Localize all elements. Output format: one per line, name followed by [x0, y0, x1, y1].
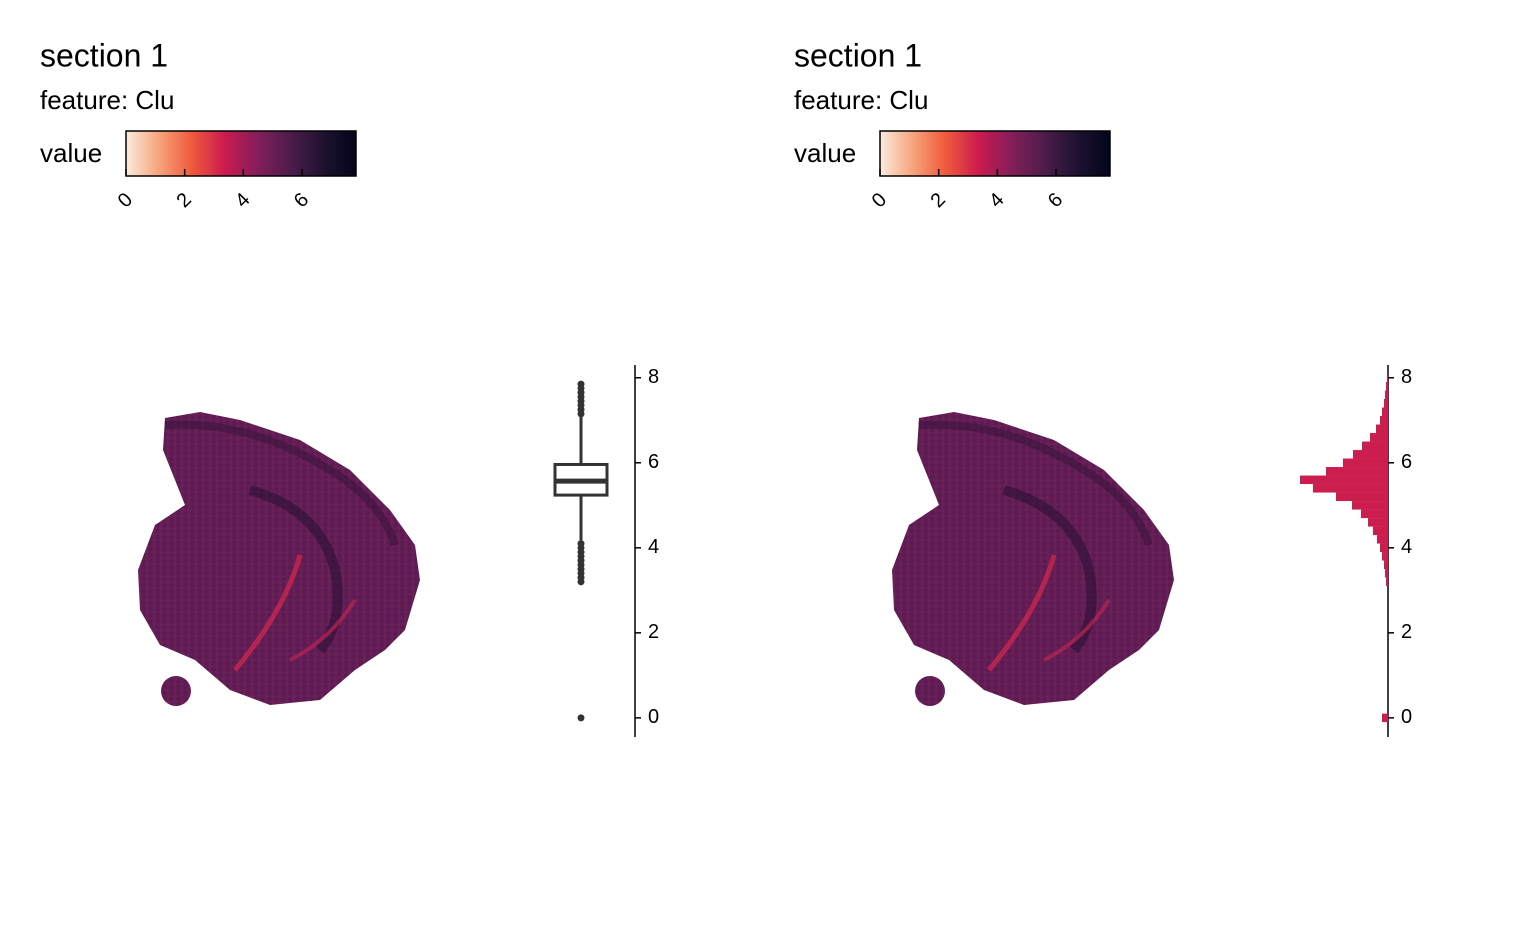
hist-bar — [1313, 484, 1388, 493]
hist-bar — [1300, 475, 1388, 485]
hist-bar — [1382, 713, 1388, 723]
hist-bar — [1362, 441, 1388, 451]
y-tick-label: 4 — [648, 536, 659, 558]
y-tick-label: 8 — [648, 366, 659, 388]
hist-panel: 0 2 4 6 8 — [1300, 365, 1412, 737]
tissue-band — [289, 598, 357, 662]
panel-subtitle: feature: Clu — [40, 85, 174, 115]
hist-bar — [1380, 543, 1388, 553]
legend-title: value — [40, 138, 102, 168]
y-tick-label: 0 — [648, 706, 659, 728]
y-tick-label: 4 — [1401, 536, 1412, 558]
y-tick-label: 0 — [1401, 706, 1412, 728]
colorbar-tick-label: 0 — [868, 189, 891, 212]
hist-bar — [1382, 407, 1388, 417]
spatial-panel: section 1 feature: Clu value 0 2 4 6 — [40, 37, 420, 706]
tissue — [915, 676, 945, 706]
colorbar-tick-label: 0 — [114, 189, 137, 212]
spatial-panel: section 1 feature: Clu value 0 2 4 6 — [794, 37, 1174, 706]
y-tick-label: 6 — [648, 451, 659, 473]
hist-bar — [1377, 535, 1388, 544]
hist-bar — [1343, 458, 1388, 468]
hist-bar — [1384, 399, 1388, 408]
hist-bar — [1376, 424, 1388, 434]
colorbar — [125, 130, 357, 177]
y-tick-label: 2 — [1401, 621, 1412, 643]
outlier — [577, 714, 585, 722]
tissue — [138, 412, 420, 705]
hist-bar — [1386, 577, 1388, 587]
hist-bar — [1384, 560, 1388, 570]
colorbar-tick-label: 4 — [985, 189, 1008, 212]
hist-bar — [1352, 501, 1388, 510]
panel-title: section 1 — [40, 37, 168, 73]
hist-bar — [1387, 373, 1388, 383]
hist-bar — [1326, 467, 1388, 476]
colorbar-tick-label: 6 — [1044, 189, 1067, 212]
hist-bar — [1370, 433, 1388, 442]
tissue-band — [1043, 598, 1111, 662]
tissue-band — [987, 554, 1057, 672]
hist-bar — [1373, 526, 1388, 536]
colorbar-tick-label: 2 — [172, 189, 195, 212]
colorbar-tick-label: 2 — [926, 189, 949, 212]
hist-bar — [1361, 509, 1388, 519]
colorbar-tick-label: 6 — [290, 189, 313, 212]
hist-bar — [1382, 552, 1388, 561]
tissue-band — [233, 554, 303, 672]
tissue-band — [918, 420, 1153, 547]
panel-title: section 1 — [794, 37, 922, 73]
hist-bar — [1386, 382, 1388, 391]
tissue — [161, 676, 191, 706]
y-tick-label: 8 — [1401, 366, 1412, 388]
hist-bar — [1368, 518, 1388, 527]
colorbar — [879, 130, 1111, 177]
hist-bar — [1385, 569, 1388, 578]
box-panel: 0 2 4 6 8 — [553, 365, 659, 737]
tissue — [892, 412, 1174, 705]
hist-bar — [1380, 416, 1388, 425]
hist-bar — [1353, 450, 1388, 459]
outlier — [577, 578, 585, 586]
legend-title: value — [794, 138, 856, 168]
panel-subtitle: feature: Clu — [794, 85, 928, 115]
colorbar-tick-label: 4 — [231, 189, 254, 212]
tissue-band — [164, 420, 399, 547]
hist-bar — [1385, 390, 1388, 400]
y-tick-label: 6 — [1401, 451, 1412, 473]
outlier — [577, 380, 585, 388]
y-tick-label: 2 — [648, 621, 659, 643]
hist-bar — [1336, 492, 1388, 502]
